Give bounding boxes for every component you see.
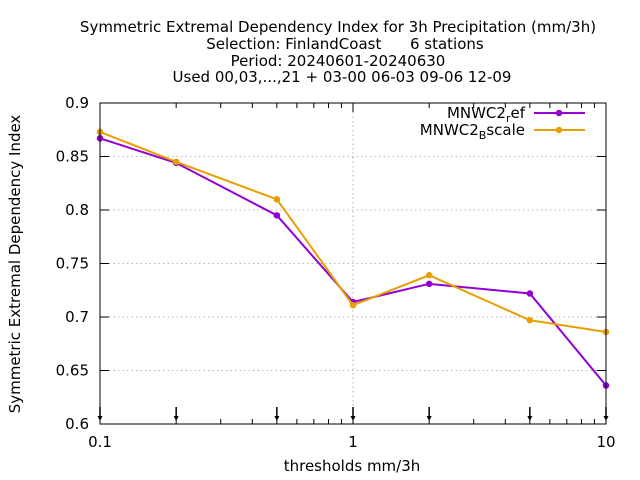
- data-point: [173, 158, 180, 165]
- grid-lines: [100, 103, 606, 424]
- series-2: [96, 128, 610, 336]
- x-tick-label: 1: [348, 433, 358, 451]
- title-line-1: Symmetric Extremal Dependency Index for …: [80, 18, 596, 36]
- legend: MNWC2ref MNWC2Bscale: [420, 104, 585, 142]
- y-axis-ticks: 0.6 0.65 0.7 0.75 0.8 0.85 0.9: [56, 94, 606, 433]
- legend-entry-2: MNWC2Bscale: [420, 121, 585, 142]
- y-tick-label: 0.8: [65, 201, 89, 219]
- y-tick-label: 0.6: [65, 415, 89, 433]
- threshold-marker-head: [274, 416, 280, 421]
- y-axis-label: Symmetric Extremal Dependency Index: [6, 115, 24, 414]
- y-tick-label: 0.85: [56, 148, 89, 166]
- threshold-marker-head: [426, 416, 432, 421]
- legend-label-2: MNWC2Bscale: [420, 121, 525, 142]
- x-tick-label: 0.1: [88, 433, 112, 451]
- chart-title: Symmetric Extremal Dependency Index for …: [80, 18, 596, 86]
- legend-entry-1: MNWC2ref: [447, 104, 585, 125]
- y-tick-label: 0.65: [56, 362, 89, 380]
- y-tick-label: 0.7: [65, 308, 89, 326]
- data-point: [273, 196, 280, 203]
- data-point: [426, 272, 433, 279]
- threshold-marker-head: [527, 416, 533, 421]
- x-axis-ticks: 0.1 1 10: [88, 103, 616, 451]
- legend-label-1: MNWC2ref: [447, 104, 526, 125]
- threshold-marker-head: [173, 416, 179, 421]
- title-line-3: Period: 20240601-20240630: [231, 52, 446, 70]
- title-line-2: Selection: FinlandCoast 6 stations: [206, 35, 484, 53]
- x-tick-label: 10: [596, 433, 615, 451]
- title-line-4: Used 00,03,...,21 + 03-00 06-03 09-06 12…: [173, 68, 512, 86]
- legend-marker-2: [555, 126, 563, 134]
- x-axis-label: thresholds mm/3h: [284, 457, 421, 475]
- series-group: [96, 128, 610, 389]
- y-tick-label: 0.9: [65, 94, 89, 112]
- data-point: [349, 302, 357, 309]
- data-point: [426, 280, 433, 287]
- data-point: [526, 317, 533, 324]
- legend-marker-1: [555, 109, 563, 117]
- data-point: [526, 290, 533, 297]
- y-tick-label: 0.75: [56, 255, 89, 273]
- data-point: [273, 212, 280, 219]
